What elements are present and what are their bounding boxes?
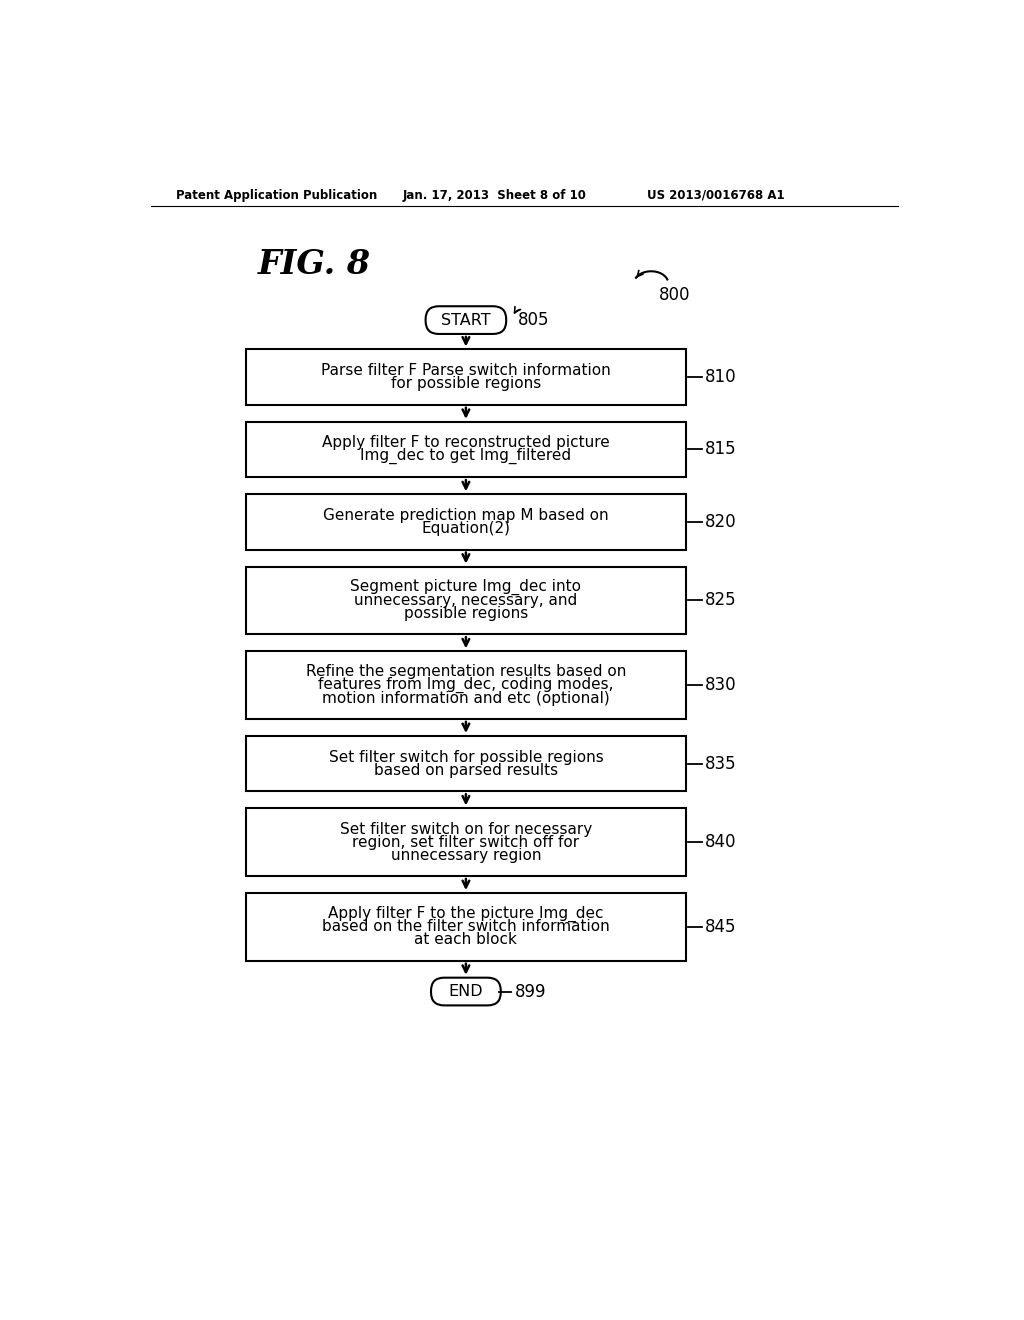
Text: Apply filter F to the picture Img_dec: Apply filter F to the picture Img_dec <box>328 906 604 921</box>
Text: 800: 800 <box>658 286 690 305</box>
Text: motion information and etc (optional): motion information and etc (optional) <box>322 690 609 706</box>
Text: Segment picture Img_dec into: Segment picture Img_dec into <box>350 579 582 595</box>
Text: FIG. 8: FIG. 8 <box>258 248 372 281</box>
FancyBboxPatch shape <box>246 350 686 405</box>
Text: Equation(2): Equation(2) <box>422 521 510 536</box>
Text: unnecessary region: unnecessary region <box>390 847 541 863</box>
FancyBboxPatch shape <box>426 306 506 334</box>
Text: 825: 825 <box>706 591 737 610</box>
Text: 805: 805 <box>518 312 549 329</box>
Text: Refine the segmentation results based on: Refine the segmentation results based on <box>306 664 626 680</box>
Text: at each block: at each block <box>415 932 517 948</box>
Text: Parse filter F Parse switch information: Parse filter F Parse switch information <box>322 363 610 378</box>
Text: 815: 815 <box>706 441 737 458</box>
Text: 899: 899 <box>515 982 546 1001</box>
Text: 840: 840 <box>706 833 737 851</box>
Text: 835: 835 <box>706 755 737 772</box>
Text: based on the filter switch information: based on the filter switch information <box>322 919 609 935</box>
Text: 810: 810 <box>706 368 737 385</box>
FancyBboxPatch shape <box>246 566 686 635</box>
Text: features from Img_dec, coding modes,: features from Img_dec, coding modes, <box>318 677 613 693</box>
Text: Generate prediction map M based on: Generate prediction map M based on <box>324 508 608 523</box>
FancyBboxPatch shape <box>246 808 686 876</box>
Text: START: START <box>441 313 490 327</box>
FancyBboxPatch shape <box>431 978 501 1006</box>
Text: region, set filter switch off for: region, set filter switch off for <box>352 834 580 850</box>
Text: Set filter switch for possible regions: Set filter switch for possible regions <box>329 750 603 764</box>
Text: 820: 820 <box>706 513 737 531</box>
Text: Set filter switch on for necessary: Set filter switch on for necessary <box>340 821 592 837</box>
Text: Img_dec to get Img_filtered: Img_dec to get Img_filtered <box>360 447 571 465</box>
Text: possible regions: possible regions <box>403 606 528 620</box>
Text: Patent Application Publication: Patent Application Publication <box>176 189 377 202</box>
Text: 845: 845 <box>706 917 737 936</box>
Text: unnecessary, necessary, and: unnecessary, necessary, and <box>354 593 578 609</box>
FancyBboxPatch shape <box>246 737 686 792</box>
FancyBboxPatch shape <box>246 494 686 549</box>
Text: Apply filter F to reconstructed picture: Apply filter F to reconstructed picture <box>322 436 609 450</box>
Text: for possible regions: for possible regions <box>391 376 541 391</box>
Text: Jan. 17, 2013  Sheet 8 of 10: Jan. 17, 2013 Sheet 8 of 10 <box>403 189 587 202</box>
Text: US 2013/0016768 A1: US 2013/0016768 A1 <box>647 189 784 202</box>
Text: END: END <box>449 983 483 999</box>
FancyBboxPatch shape <box>246 892 686 961</box>
Text: based on parsed results: based on parsed results <box>374 763 558 777</box>
FancyBboxPatch shape <box>246 422 686 478</box>
FancyBboxPatch shape <box>246 651 686 719</box>
Text: 830: 830 <box>706 676 737 694</box>
